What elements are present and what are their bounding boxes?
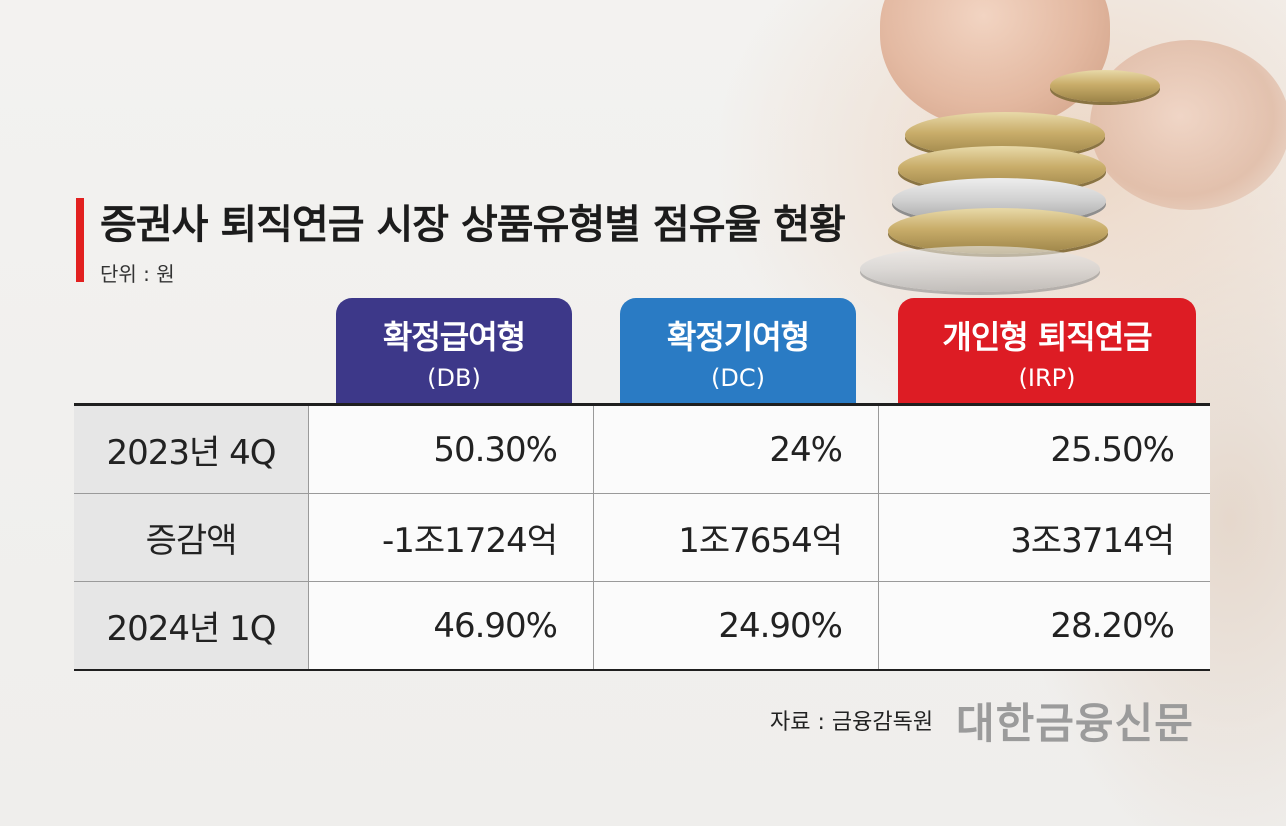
- cell-dc: 24.90%: [593, 582, 878, 669]
- title-accent-bar: [76, 198, 84, 282]
- column-header-db: 확정급여형 (DB): [336, 298, 572, 404]
- table-row-2023-4q: 2023년 4Q 50.30% 24% 25.50%: [74, 406, 1210, 493]
- brand-logo: 대한금융신문: [956, 699, 1194, 748]
- table-row-2024-1q: 2024년 1Q 46.90% 24.90% 28.20%: [74, 582, 1210, 669]
- cell-dc: 1조7654억: [593, 494, 878, 581]
- row-label: 2023년 4Q: [74, 406, 308, 493]
- column-header-db-sub: (DB): [427, 364, 481, 392]
- table-row-change: 증감액 -1조1724억 1조7654억 3조3714억: [74, 494, 1210, 581]
- unit-label: 단위 : 원: [100, 262, 175, 286]
- column-header-irp-name: 개인형 퇴직연금: [942, 318, 1152, 356]
- row-label: 2024년 1Q: [74, 582, 308, 669]
- row-divider: [74, 493, 1210, 494]
- column-header-dc-sub: (DC): [711, 364, 765, 392]
- column-header-dc: 확정기여형 (DC): [620, 298, 856, 404]
- cell-db: 50.30%: [308, 406, 593, 493]
- row-divider: [74, 581, 1210, 582]
- data-table: 2023년 4Q 50.30% 24% 25.50% 증감액 -1조1724억 …: [74, 403, 1210, 671]
- cell-irp: 25.50%: [878, 406, 1210, 493]
- cell-db: -1조1724억: [308, 494, 593, 581]
- column-header-dc-name: 확정기여형: [666, 318, 810, 356]
- source-note: 자료 : 금융감독원: [770, 710, 934, 735]
- cell-irp: 28.20%: [878, 582, 1210, 669]
- cell-dc: 24%: [593, 406, 878, 493]
- column-header-db-name: 확정급여형: [382, 318, 526, 356]
- column-header-irp-sub: (IRP): [1018, 364, 1076, 392]
- cell-db: 46.90%: [308, 582, 593, 669]
- column-header-irp: 개인형 퇴직연금 (IRP): [898, 298, 1196, 404]
- hand-image: [1090, 40, 1286, 210]
- cell-irp: 3조3714억: [878, 494, 1210, 581]
- chart-title: 증권사 퇴직연금 시장 상품유형별 점유율 현황: [100, 202, 846, 248]
- row-label: 증감액: [74, 494, 308, 581]
